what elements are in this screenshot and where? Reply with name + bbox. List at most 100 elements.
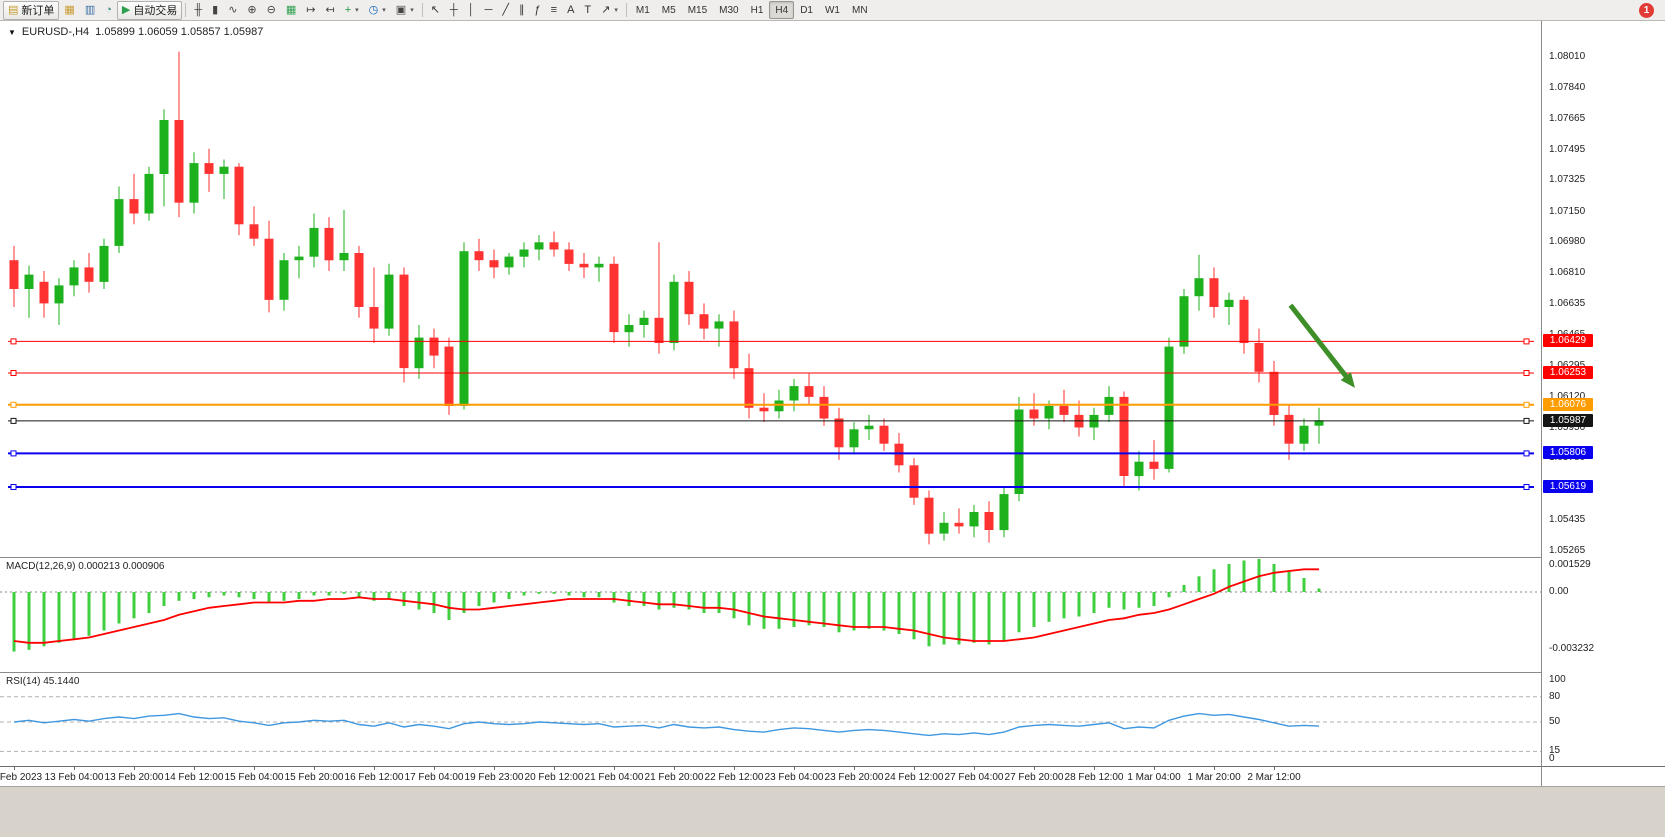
time-axis-tick — [1154, 767, 1155, 770]
chart-shift-button[interactable]: ↤ — [320, 1, 339, 20]
templates-dropdown-caret-icon[interactable]: ▾ — [410, 7, 414, 14]
time-axis-tick — [14, 767, 15, 770]
one-click-trading-toggle-icon[interactable]: ▼ — [8, 27, 16, 37]
zoom-out-button[interactable]: ⊖ — [262, 1, 281, 20]
equidistant-channel-button[interactable]: ∥ — [514, 1, 530, 20]
time-axis-label: 2 Mar 12:00 — [1247, 772, 1301, 783]
navigator-button[interactable]: ◔ — [100, 1, 117, 20]
panel-separator[interactable] — [0, 672, 1541, 673]
price-level-chip: 1.06429 — [1543, 334, 1593, 348]
text-button[interactable]: A — [562, 1, 579, 20]
indicators-button[interactable]: + ▾ — [340, 1, 364, 20]
time-axis-label: 28 Feb 12:00 — [1064, 772, 1124, 783]
time-axis-tick — [194, 767, 195, 770]
arrow-objects-dropdown-caret-icon[interactable]: ▾ — [614, 7, 618, 14]
new-order-button[interactable]: ▤ 新订单 — [3, 0, 60, 20]
time-axis-tick — [254, 767, 255, 770]
price-tick-label: 1.05950 — [1549, 421, 1586, 433]
cursor-icon: ↖ — [430, 3, 440, 16]
price-level-line[interactable] — [8, 370, 1534, 376]
market-watch-button[interactable]: ▥ — [80, 1, 100, 20]
trendline-button[interactable]: ╱ — [497, 1, 514, 20]
new-order-label: 新订单 — [21, 5, 55, 17]
templates-button[interactable]: ▣ ▾ — [391, 1, 419, 20]
price-level-line[interactable] — [8, 417, 1534, 424]
timeframe-button-H4[interactable]: H4 — [769, 1, 795, 19]
rsi-line — [13, 712, 1320, 737]
vertical-line-button[interactable]: │ — [463, 1, 480, 20]
zoom-in-button[interactable]: ⊕ — [242, 1, 261, 20]
time-axis-label: 24 Feb 12:00 — [884, 772, 944, 783]
timeframe-button-H1[interactable]: H1 — [750, 4, 764, 16]
time-axis-label: 10 Feb 2023 — [0, 772, 43, 783]
periods-icon: ◷ — [368, 3, 379, 16]
time-axis-label: 1 Mar 20:00 — [1187, 772, 1241, 783]
new-chart-button[interactable]: ▦ — [59, 1, 79, 20]
macd-indicator-canvas[interactable] — [0, 558, 1541, 672]
panel-separator[interactable] — [0, 557, 1541, 558]
market-watch-icon: ▥ — [84, 3, 96, 16]
price-tick-label: 1.08010 — [1549, 51, 1586, 62]
price-level-chip: 1.05619 — [1543, 480, 1593, 493]
price-tick-label: 1.05265 — [1549, 544, 1586, 556]
timeframe-button-M30[interactable]: M30 — [719, 4, 739, 16]
trendline-icon: ╱ — [502, 3, 510, 16]
periods-button[interactable]: ◷ ▾ — [364, 1, 391, 20]
new-order-icon: ▤ — [8, 3, 19, 16]
trend-arrow[interactable] — [1288, 303, 1356, 388]
auto-trading-icon: ▶ — [121, 3, 131, 16]
chart-plot-area[interactable]: ▼ EURUSD-,H4 1.05899 1.06059 1.05857 1.0… — [0, 21, 1541, 786]
andrews-pitchfork-button[interactable]: ≡ — [546, 1, 562, 20]
text-label-icon: T — [584, 3, 592, 16]
time-axis-tick — [1034, 767, 1035, 770]
time-axis-label: 23 Feb 04:00 — [764, 772, 824, 783]
cursor-button[interactable]: ↖ — [426, 1, 445, 20]
arrow-objects-icon: ↗ — [601, 3, 611, 16]
time-axis-tick — [794, 767, 795, 770]
tile-windows-button[interactable]: ▦ — [281, 1, 301, 20]
price-level-line[interactable] — [8, 338, 1534, 345]
price-tick-label: 1.07840 — [1549, 81, 1586, 93]
templates-icon: ▣ — [395, 3, 407, 16]
time-axis-label: 17 Feb 04:00 — [404, 772, 464, 783]
horizontal-line-button[interactable]: ─ — [480, 1, 498, 20]
price-level-line[interactable] — [8, 401, 1534, 408]
crosshair-button[interactable]: ┼ — [445, 1, 463, 20]
price-level-chip: 1.05806 — [1543, 446, 1593, 460]
price-tick-label: 1.07150 — [1549, 205, 1586, 217]
fibonacci-button[interactable]: ƒ — [530, 1, 546, 20]
tile-windows-icon: ▦ — [285, 3, 297, 16]
timeframe-button-M15[interactable]: M15 — [687, 4, 708, 16]
auto-trading-button[interactable]: ▶ 自动交易 — [116, 0, 183, 20]
macd-title: MACD(12,26,9) 0.000213 0.000906 — [6, 561, 165, 572]
bar-chart-type-icon: ╫ — [194, 3, 203, 16]
arrow-objects-button[interactable]: ↗ ▾ — [596, 1, 623, 20]
indicators-dropdown-caret-icon[interactable]: ▾ — [355, 7, 359, 14]
timeframe-button-W1[interactable]: W1 — [824, 4, 840, 16]
timeframe-button-MN[interactable]: MN — [851, 4, 868, 16]
price-level-line[interactable] — [8, 484, 1534, 490]
timeframe-button-M1[interactable]: M1 — [635, 4, 650, 16]
time-axis-label: 20 Feb 12:00 — [524, 772, 584, 783]
price-scale[interactable]: 1.08010 1.07840 1.07665 1.07495 1.07325 1.071… — [1541, 21, 1665, 786]
text-label-button[interactable]: T — [579, 1, 596, 20]
rsi-scale-label: 50 — [1549, 716, 1561, 727]
price-tick-label: 1.06980 — [1549, 236, 1586, 248]
notification-badge[interactable]: 1 — [1639, 2, 1654, 18]
timeframe-button-M5[interactable]: M5 — [661, 4, 676, 16]
periods-dropdown-caret-icon[interactable]: ▾ — [382, 7, 386, 14]
price-chart-canvas[interactable] — [0, 21, 1541, 557]
timeframe-button-group: M1 M5 M15 M30 H1 H4 D1 W1 MN — [630, 1, 874, 19]
rsi-title: RSI(14) 45.1440 — [6, 676, 80, 687]
timeframe-button-D1[interactable]: D1 — [800, 4, 813, 16]
time-axis-label: 21 Feb 20:00 — [644, 772, 704, 783]
toolbar-chart-icon-group: ╫ ▮ ∿ ⊕ ⊖ ▦ ↦ ↤ + ▾ ◷ ▾ ▣ ▾ — [189, 1, 418, 20]
bar-chart-type-button[interactable]: ╫ — [189, 1, 207, 20]
indicators-icon: + — [344, 3, 352, 16]
line-chart-type-button[interactable]: ∿ — [223, 1, 242, 20]
auto-scroll-button[interactable]: ↦ — [301, 1, 320, 20]
price-level-line[interactable] — [8, 450, 1534, 457]
rsi-indicator-canvas[interactable] — [0, 673, 1541, 766]
candlestick-type-button[interactable]: ▮ — [207, 1, 223, 20]
